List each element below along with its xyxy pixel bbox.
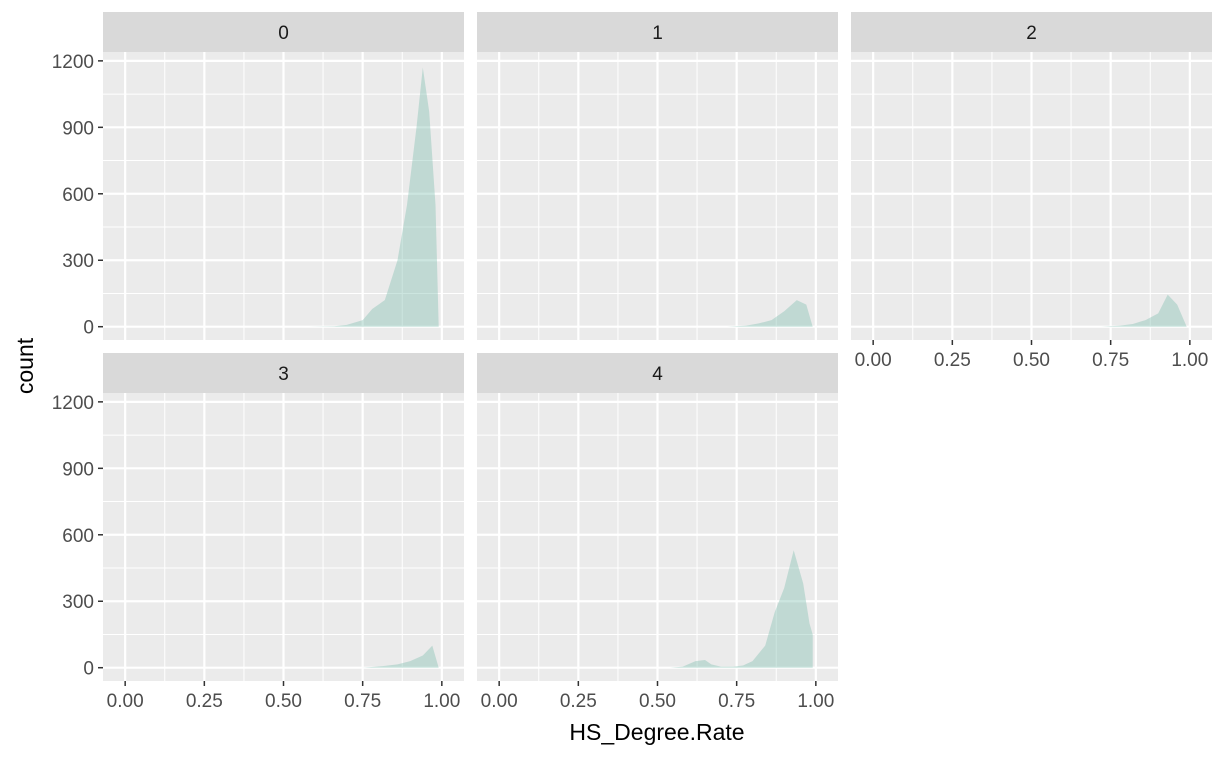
x-tick-label: 0.75 — [344, 691, 381, 712]
panel-3-density-area — [362, 645, 439, 668]
x-tick-label: 0.50 — [639, 691, 676, 712]
x-tick-label: 0.75 — [1092, 350, 1129, 371]
x-tick-label: 1.00 — [797, 691, 834, 712]
y-tick-label: 600 — [62, 185, 94, 206]
panel-1-strip-label: 1 — [652, 23, 663, 44]
panel-0-density-area — [308, 67, 439, 327]
x-tick-label: 1.00 — [1171, 350, 1208, 371]
x-tick-label: 0.75 — [718, 691, 755, 712]
y-tick-label: 1200 — [52, 393, 94, 414]
y-tick-label: 1200 — [52, 52, 94, 73]
y-tick-label: 900 — [62, 118, 94, 139]
panel-2-strip — [851, 12, 1212, 52]
x-tick-label: 0.25 — [934, 350, 971, 371]
panel-0-strip — [103, 12, 464, 52]
y-axis-title: count — [12, 337, 38, 394]
panel-2-strip-label: 2 — [1026, 23, 1037, 44]
x-tick-label: 0.50 — [265, 691, 302, 712]
panel-3-strip — [103, 353, 464, 393]
panel-1-strip — [477, 12, 838, 52]
y-tick-label: 300 — [62, 592, 94, 613]
panel-4-density-area — [670, 550, 813, 668]
y-tick-label: 600 — [62, 526, 94, 547]
x-tick-label: 0.00 — [855, 350, 892, 371]
panel-4-strip — [477, 353, 838, 393]
x-tick-label: 0.25 — [560, 691, 597, 712]
y-tick-label: 0 — [83, 659, 94, 680]
panel-4-strip-label: 4 — [652, 364, 663, 385]
x-tick-label: 1.00 — [423, 691, 460, 712]
panel-0-strip-label: 0 — [278, 23, 289, 44]
x-tick-label: 0.00 — [481, 691, 518, 712]
panel-2-density-area — [1101, 294, 1187, 327]
panel-1-density-area — [727, 300, 813, 327]
y-tick-label: 0 — [83, 318, 94, 339]
y-tick-label: 900 — [62, 459, 94, 480]
panel-3-strip-label: 3 — [278, 364, 289, 385]
x-tick-label: 0.00 — [107, 691, 144, 712]
x-tick-label: 0.50 — [1013, 350, 1050, 371]
y-tick-label: 300 — [62, 251, 94, 272]
x-tick-label: 0.25 — [186, 691, 223, 712]
x-axis-title: HS_Degree.Rate — [569, 719, 744, 745]
